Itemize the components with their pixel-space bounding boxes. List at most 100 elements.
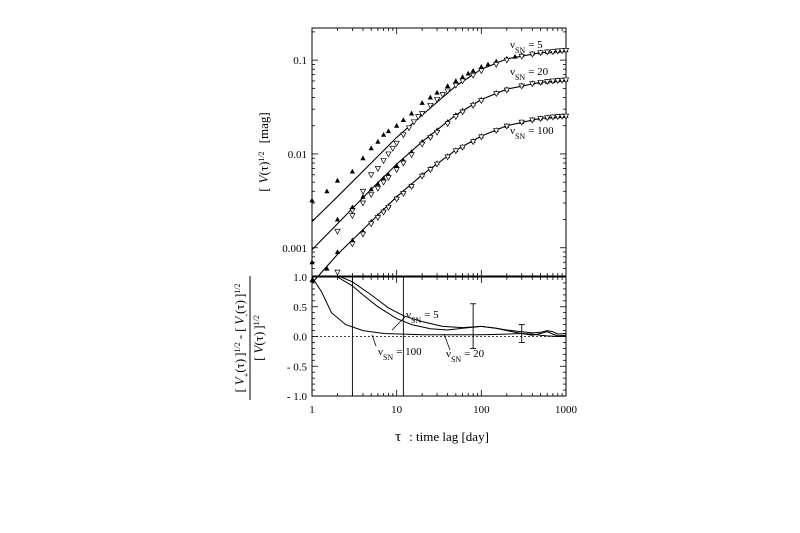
open-triangle-nu5: [554, 48, 561, 55]
bottom-x-tick-label: 100: [473, 404, 490, 416]
open-triangle-nu100: [400, 191, 407, 197]
top-label-nu100: νSN = 100: [510, 125, 554, 141]
open-triangle-nu100: [478, 134, 485, 141]
open-triangle-nu5: [389, 145, 396, 152]
open-triangle-nu100: [518, 119, 525, 126]
filled-triangle-nu5: [334, 177, 341, 183]
top-model-curves: [311, 50, 567, 284]
open-triangle-nu20: [537, 79, 544, 86]
open-triangle-nu5: [452, 82, 460, 89]
open-triangle-nu100: [433, 161, 441, 168]
filled-triangle-nu5: [478, 63, 484, 69]
open-triangle-nu20: [334, 228, 341, 235]
open-triangle-nu20: [503, 87, 511, 94]
open-triangle-nu100: [385, 204, 392, 211]
open-triangle-nu100: [334, 269, 341, 276]
open-triangle-nu5: [503, 57, 511, 64]
top-y-tick-label: 0.01: [288, 149, 307, 161]
filled-triangle-nu5: [360, 155, 366, 161]
arrow-nu100: [371, 334, 377, 347]
filled-triangle-nu5: [400, 117, 406, 123]
filled-triangle-nu5: [512, 53, 518, 59]
filled-triangle-nu20: [380, 175, 387, 181]
filled-triangle-nu5: [453, 78, 459, 83]
open-triangle-nu20: [529, 81, 536, 88]
bottom-label-nu100: νSN = 100: [378, 346, 422, 362]
open-triangle-nu20: [400, 160, 407, 167]
open-triangle-nu20: [469, 102, 477, 109]
arrow-nu20: [443, 333, 451, 351]
open-triangle-nu5: [367, 172, 375, 179]
open-triangle-nu5: [529, 51, 536, 58]
open-triangle-nu20: [558, 77, 566, 84]
open-triangle-nu20: [349, 213, 356, 220]
top-y-axis-label: [V(τ)1/2[mag]: [256, 112, 271, 191]
open-triangle-nu100: [562, 113, 570, 120]
open-triangle-nu5: [518, 53, 525, 60]
open-triangle-nu5: [393, 140, 400, 147]
filled-triangle-nu5: [380, 131, 387, 137]
filled-triangle-nu20: [309, 259, 315, 265]
open-triangle-nu5: [385, 151, 392, 158]
bottom-y-label-denominator: [V(τ)]1/2: [251, 315, 266, 361]
filled-triangle-nu5: [470, 67, 476, 73]
open-triangle-nu100: [359, 231, 367, 238]
open-triangle-nu100: [349, 241, 356, 248]
open-triangle-nu20: [459, 109, 466, 116]
open-triangle-nu5: [415, 114, 422, 121]
ratio-curve-nu20: [312, 276, 567, 337]
open-triangle-nu5: [433, 97, 441, 104]
open-triangle-nu5: [444, 88, 451, 95]
filled-triangle-nu20: [375, 181, 381, 186]
open-triangle-nu5: [359, 188, 367, 195]
open-triangle-nu5: [418, 111, 426, 118]
bottom-vertical-lines: [351, 277, 404, 396]
top-label-nu20: νSN = 20: [510, 66, 549, 82]
bottom-error-bars: [470, 303, 525, 349]
open-triangle-nu5: [400, 132, 407, 139]
top-y-tick-label: 0.1: [293, 55, 307, 67]
filled-triangle-nu20: [349, 204, 355, 210]
arrow-nu5: [391, 316, 406, 331]
open-triangle-nu100: [493, 128, 500, 134]
ratio-curve-nu5: [312, 276, 567, 335]
top-plot-frame: [311, 27, 567, 277]
open-triangle-nu100: [554, 114, 561, 121]
open-triangle-nu5: [544, 49, 551, 56]
filled-triangle-nu20: [368, 186, 374, 192]
top-label-nu5: νSN = 5: [510, 39, 543, 55]
bottom-x-axis-label: τ: time lag [day]: [395, 429, 489, 445]
open-triangle-nu100: [380, 209, 387, 216]
bottom-y-tick-label: 0.5: [293, 302, 307, 314]
open-triangle-nu100: [503, 123, 511, 130]
model-curve-nu20: [311, 79, 567, 251]
filled-triangle-nu5: [349, 168, 355, 174]
ratio-curve-nu100: [311, 276, 566, 337]
open-triangle-nu100: [549, 114, 557, 121]
open-triangle-nu20: [393, 167, 400, 174]
open-triangle-nu100: [393, 196, 400, 203]
filled-triangle-nu5: [427, 94, 433, 100]
open-triangle-nu20: [518, 83, 525, 90]
open-triangle-nu20: [444, 121, 451, 128]
top-data-points: [309, 47, 570, 283]
top-y-tick-label: 0.001: [282, 243, 307, 255]
open-triangle-nu100: [418, 173, 426, 180]
bottom-y-tick-label: - 1.0: [287, 391, 308, 403]
filled-triangle-nu5: [408, 110, 415, 116]
open-triangle-nu20: [452, 114, 460, 121]
open-triangle-nu5: [469, 72, 477, 79]
open-triangle-nu100: [558, 113, 566, 120]
open-triangle-nu100: [537, 116, 544, 123]
open-triangle-nu20: [427, 135, 434, 141]
open-triangle-nu20: [408, 152, 415, 159]
filled-triangle-nu5: [419, 100, 425, 105]
bottom-axis-ticks: 1 10 100 1000 1.0 0.5 0.0 - 0.5 - 1.0: [287, 272, 578, 416]
bottom-y-label-numerator: [V+(τ)]1/2-[V-(τ)]1/2: [232, 283, 251, 392]
open-triangle-nu20: [554, 78, 561, 85]
top-panel: 0.001 0.01 0.1 νSN = 5 νSN = 20 νSN = 100 [V(…: [256, 27, 570, 284]
bottom-y-tick-label: - 0.5: [287, 361, 308, 373]
bottom-curves: [311, 276, 567, 337]
open-triangle-nu20: [367, 192, 375, 198]
